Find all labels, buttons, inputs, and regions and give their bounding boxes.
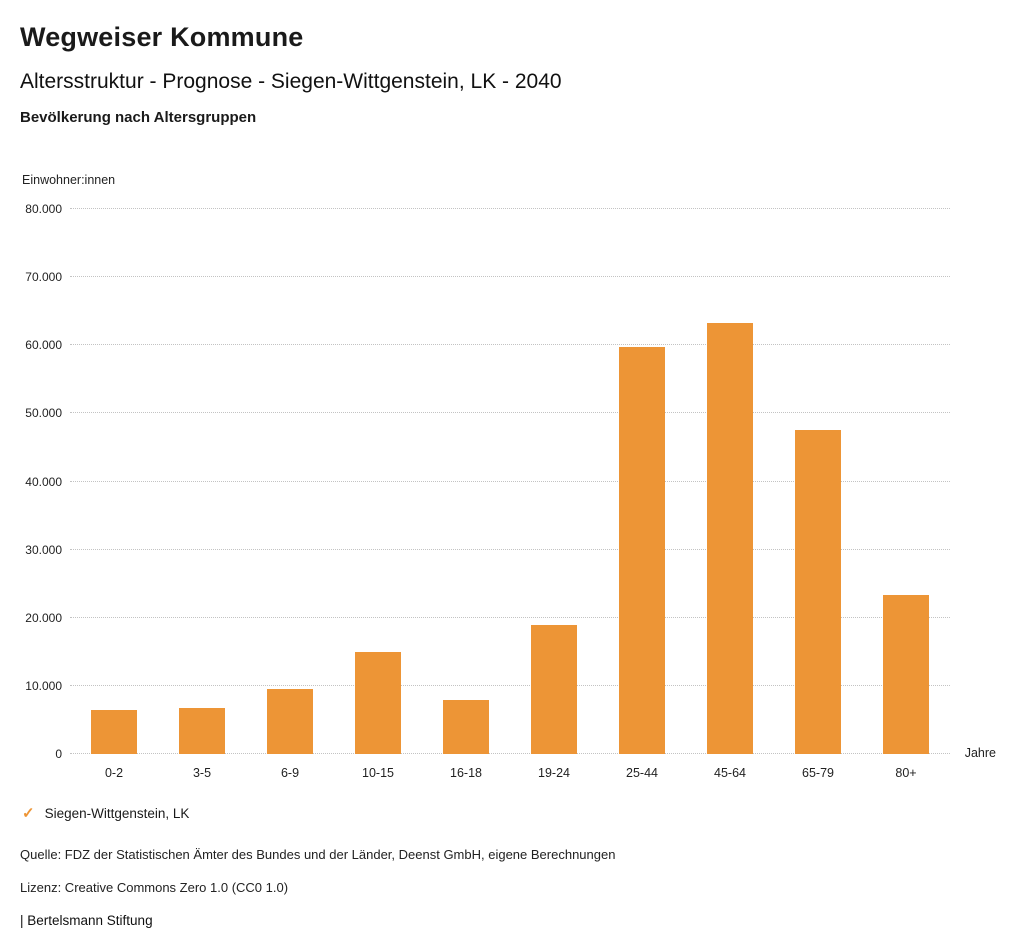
- gridline: [70, 412, 950, 414]
- gridline: [70, 344, 950, 346]
- x-axis-labels: 0-2 3-5 6-9 10-15 16-18 19-24 25-44 45-64 65-79 8…: [70, 766, 950, 780]
- x-tick-label: 19-24: [538, 766, 570, 780]
- x-tick-label: 25-44: [626, 766, 658, 780]
- bar-column: [70, 209, 158, 754]
- chart: 0 10.000 20.000 30.000 40.000 50.000 60.000 70.…: [20, 202, 1004, 761]
- legend-check-icon: ✓: [22, 805, 35, 822]
- gridline: [70, 480, 950, 482]
- x-tick-label: 45-64: [714, 766, 746, 780]
- bars: [70, 209, 950, 754]
- license-text: Lizenz: Creative Commons Zero 1.0 (CC0 1…: [20, 880, 289, 895]
- chart-subtitle: Bevölkerung nach Altersgruppen: [20, 109, 257, 126]
- bar-column: [862, 209, 950, 754]
- attribution-text: | Bertelsmann Stiftung: [20, 913, 153, 928]
- x-tick-label: 6-9: [280, 766, 300, 780]
- y-tick-label: 50.000: [25, 406, 62, 421]
- x-tick-label: 10-15: [362, 766, 394, 780]
- bar-65-79[interactable]: [795, 430, 841, 754]
- chart-title: Altersstruktur - Prognose - Siegen-Wittg…: [20, 70, 562, 93]
- footer: Quelle: FDZ der Statistischen Ämter des …: [20, 847, 1004, 928]
- source-text: Quelle: FDZ der Statistischen Ämter des …: [20, 847, 616, 862]
- x-tick-label: 16-18: [450, 766, 482, 780]
- bar-column: [422, 209, 510, 754]
- legend[interactable]: ✓ Siegen-Wittgenstein, LK: [22, 806, 1004, 821]
- gridline: [70, 208, 950, 209]
- bar-45-64[interactable]: [707, 322, 753, 754]
- bar-0-2[interactable]: [91, 709, 137, 754]
- gridline: [70, 548, 950, 550]
- bar-column: [774, 209, 862, 754]
- bar-25-44[interactable]: [619, 347, 665, 754]
- x-tick-label: 3-5: [192, 766, 212, 780]
- gridline: [70, 684, 950, 686]
- x-tick-label: 80+: [895, 766, 917, 780]
- bar-19-24[interactable]: [531, 625, 577, 754]
- y-tick-label: 70.000: [25, 270, 62, 285]
- page-title: Wegweiser Kommune: [20, 22, 304, 52]
- y-tick-label: 0: [55, 747, 62, 761]
- bar-column: [598, 209, 686, 754]
- plot-area: [70, 208, 950, 754]
- bar-16-18[interactable]: [443, 700, 489, 754]
- x-tick-label: 65-79: [802, 766, 834, 780]
- y-axis-labels: 0 10.000 20.000 30.000 40.000 50.000 60.000 70.…: [20, 202, 62, 761]
- y-tick-label: 20.000: [25, 610, 62, 625]
- y-tick-label: 60.000: [25, 338, 62, 353]
- x-axis-unit-label: Jahre: [964, 746, 996, 760]
- y-axis-unit-label: Einwohner:innen: [22, 173, 116, 187]
- bar-column: [686, 209, 774, 754]
- y-tick-label: 40.000: [25, 474, 62, 489]
- legend-label: Siegen-Wittgenstein, LK: [44, 806, 190, 821]
- bar-3-5[interactable]: [179, 708, 225, 754]
- bar-column: [246, 209, 334, 754]
- bar-10-15[interactable]: [355, 651, 401, 754]
- bar-column: [334, 209, 422, 754]
- bar-column: [510, 209, 598, 754]
- y-tick-label: 10.000: [25, 678, 62, 693]
- x-tick-label: 0-2: [104, 766, 124, 780]
- y-tick-label: 80.000: [25, 202, 62, 216]
- gridline: [70, 753, 950, 754]
- gridline: [70, 616, 950, 618]
- bar-column: [158, 209, 246, 754]
- bar-80+[interactable]: [883, 594, 929, 754]
- y-tick-label: 30.000: [25, 542, 62, 557]
- bar-6-9[interactable]: [267, 689, 313, 754]
- gridline: [70, 276, 950, 278]
